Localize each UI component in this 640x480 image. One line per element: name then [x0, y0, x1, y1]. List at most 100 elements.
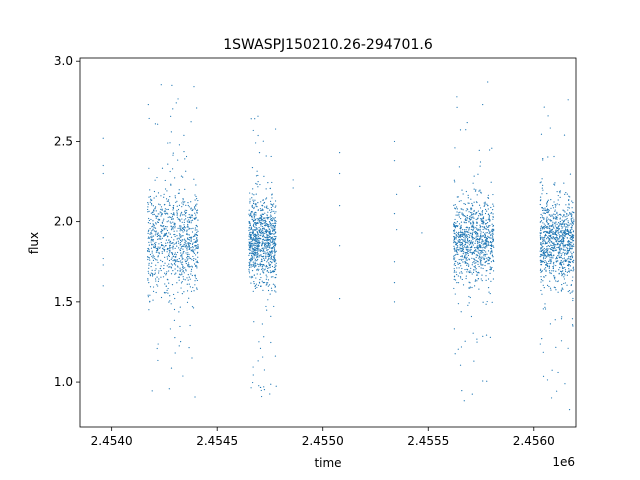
data-point	[248, 262, 250, 264]
data-point	[187, 216, 189, 219]
data-point	[393, 140, 396, 143]
data-point	[195, 233, 197, 235]
data-point	[483, 253, 485, 255]
data-point	[567, 243, 569, 245]
data-point	[259, 229, 261, 231]
data-point	[473, 201, 475, 203]
data-point	[461, 278, 463, 281]
data-point	[172, 209, 174, 211]
data-point	[170, 115, 172, 117]
data-point	[189, 278, 191, 280]
data-point	[184, 279, 186, 281]
data-point	[270, 287, 273, 289]
data-point	[248, 258, 251, 261]
data-point	[560, 225, 563, 227]
data-point	[188, 253, 190, 256]
data-point	[176, 213, 178, 215]
data-point	[543, 225, 545, 227]
data-point	[539, 238, 542, 240]
data-point	[480, 267, 482, 269]
data-point	[168, 253, 170, 255]
data-point	[157, 218, 159, 220]
data-point	[453, 270, 456, 272]
data-point	[270, 223, 272, 226]
data-point	[267, 299, 269, 301]
data-point	[570, 284, 573, 286]
data-point	[251, 250, 253, 253]
data-point	[547, 199, 549, 201]
data-point	[571, 220, 573, 222]
data-point	[550, 199, 552, 201]
data-point	[188, 220, 191, 222]
data-point	[454, 254, 457, 256]
data-point	[556, 236, 558, 238]
data-point	[556, 234, 558, 237]
data-point	[250, 231, 252, 233]
data-point	[461, 234, 463, 236]
data-point	[262, 356, 264, 358]
data-point	[569, 237, 571, 239]
data-point	[187, 252, 189, 254]
data-point	[270, 257, 273, 259]
data-point	[474, 213, 476, 215]
data-point	[562, 251, 564, 254]
data-point	[260, 232, 262, 234]
data-point	[553, 201, 555, 203]
data-point	[170, 222, 172, 224]
data-point	[183, 134, 185, 136]
data-point	[157, 215, 159, 217]
data-point	[561, 240, 563, 242]
data-point	[566, 213, 568, 215]
data-point	[570, 258, 572, 260]
data-point	[486, 246, 488, 248]
data-point	[566, 249, 568, 251]
data-point	[542, 241, 544, 243]
data-point	[255, 224, 257, 226]
data-point	[250, 266, 252, 268]
data-point	[453, 287, 455, 290]
data-point	[564, 223, 566, 226]
data-point	[259, 228, 262, 230]
data-point	[453, 254, 455, 257]
data-point	[169, 295, 171, 297]
data-point	[571, 260, 573, 263]
data-point	[186, 238, 189, 240]
data-point	[176, 251, 179, 254]
data-point	[270, 315, 272, 317]
data-point	[255, 182, 257, 185]
data-point	[463, 251, 465, 253]
data-point	[249, 252, 251, 254]
data-point	[460, 227, 462, 229]
data-point	[248, 265, 250, 267]
data-point	[548, 266, 550, 268]
data-point	[275, 222, 277, 224]
data-point	[540, 263, 543, 266]
data-point	[172, 207, 175, 209]
data-point	[485, 225, 488, 227]
data-point	[152, 254, 154, 256]
data-point	[161, 221, 163, 223]
data-point	[268, 256, 270, 258]
data-point	[562, 209, 564, 211]
data-point	[556, 246, 558, 249]
data-point	[253, 217, 255, 219]
data-point	[156, 176, 158, 179]
data-point	[456, 245, 459, 247]
data-point	[487, 263, 489, 265]
data-point	[168, 249, 170, 252]
data-point	[155, 232, 157, 234]
data-point	[475, 236, 477, 238]
data-point	[571, 253, 573, 255]
data-point	[547, 156, 549, 158]
data-point	[547, 248, 549, 250]
data-point	[547, 218, 549, 220]
data-point	[253, 257, 255, 259]
data-point	[462, 250, 464, 252]
data-point	[554, 217, 556, 219]
data-point	[462, 229, 464, 231]
data-point	[567, 214, 570, 216]
data-point	[172, 246, 174, 248]
data-point	[472, 238, 474, 240]
data-point	[554, 209, 556, 211]
data-point	[197, 230, 199, 232]
